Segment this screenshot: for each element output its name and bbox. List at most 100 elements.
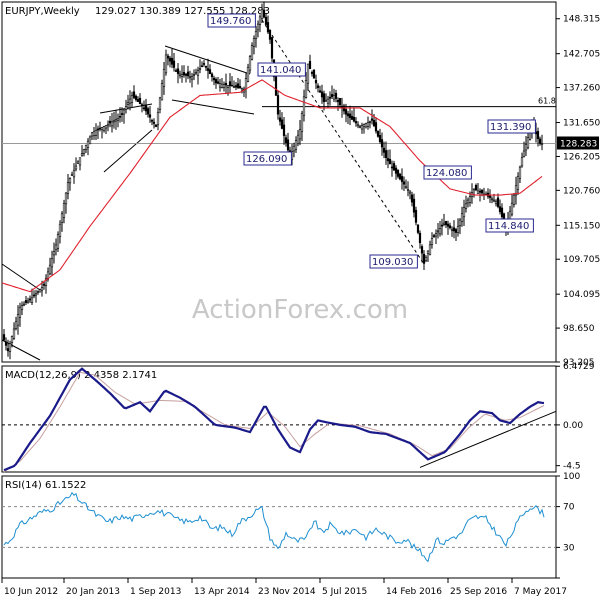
price-label: 109.030 [372, 257, 413, 268]
current-price-tag [557, 136, 599, 150]
candle-body [184, 74, 188, 76]
candle-body [368, 121, 372, 123]
candle-body [90, 132, 94, 137]
candle-body [100, 127, 104, 131]
price-label-box [423, 165, 472, 180]
candle-body [194, 72, 198, 75]
candle-body [190, 76, 194, 80]
candle-body [392, 163, 396, 171]
candle-body [84, 144, 88, 150]
price-label-box [485, 218, 534, 233]
candle-body [118, 115, 122, 118]
candle-body [384, 150, 388, 159]
y-tick-label: 142.705 [563, 50, 600, 60]
candle-body [168, 57, 172, 62]
candle-body [196, 70, 200, 76]
macd-tick-label: 6.4729 [563, 362, 595, 372]
x-tick-label: 13 Apr 2014 [194, 587, 250, 597]
candle-body [104, 125, 108, 129]
candle-body [320, 91, 324, 98]
candle-body [362, 124, 366, 128]
candle-body [342, 105, 346, 112]
candle-body [370, 118, 374, 121]
candle-body [306, 63, 310, 84]
candle-body [258, 16, 262, 25]
candle-body [260, 9, 264, 20]
candle-body [410, 194, 414, 203]
candle-body [234, 85, 238, 88]
candle-body [334, 92, 338, 99]
candle-body [244, 78, 248, 90]
candle-body [36, 291, 40, 293]
price-layer: 61.8 149.760 141.040 126.090 131.390 124.080 1… [1, 1, 556, 361]
candle-body [540, 143, 544, 145]
candle-body [298, 129, 302, 140]
candle-body [66, 182, 70, 194]
candle-body [464, 203, 468, 209]
candle-body [422, 253, 426, 264]
channel-line [171, 99, 255, 115]
candle-body [430, 238, 434, 245]
macd-panel [1, 365, 557, 473]
x-tick-label: 23 Nov 2014 [258, 587, 316, 597]
price-label-box [369, 254, 418, 269]
candle-body [146, 108, 150, 115]
watermark: ActionForex.com [192, 295, 408, 325]
candle-body [224, 82, 228, 86]
candle-body [336, 100, 340, 102]
candle-body [454, 229, 458, 233]
candle-body [22, 303, 26, 306]
candle-body [310, 72, 314, 74]
candle-body [456, 225, 460, 233]
trend-projection [261, 19, 425, 265]
candle-body [134, 95, 138, 100]
candle-body [536, 131, 540, 139]
candle-body [522, 150, 526, 157]
candle-body [450, 229, 454, 231]
candle-body [476, 190, 480, 194]
y-tick-label: 137.260 [563, 84, 600, 94]
candle-body [122, 109, 126, 115]
candle-body [446, 223, 450, 227]
candle-body [512, 194, 516, 205]
candle-body [280, 119, 284, 129]
price-label-box [243, 151, 292, 166]
candle-body [200, 65, 204, 68]
candle-body [302, 96, 306, 116]
candle-body [60, 213, 64, 223]
x-tick-label: 1 Sep 2013 [130, 587, 181, 597]
candle-body [448, 225, 452, 229]
y-tick-label: 126.205 [563, 152, 600, 162]
macd-label: MACD(12,26,9) 2.4358 2.1741 [5, 370, 157, 381]
rsi-tick-label: 100 [563, 472, 580, 482]
candle-body [142, 107, 146, 110]
candle-body [96, 128, 100, 131]
candle-body [176, 68, 180, 74]
candle-body [106, 123, 110, 127]
candle-body [500, 207, 504, 218]
y-tick-label: 131.650 [563, 119, 600, 129]
candle-body [314, 79, 318, 84]
candle-body [292, 145, 296, 152]
candle-body [186, 71, 190, 77]
candle-body [404, 186, 408, 189]
candle-body [226, 85, 230, 88]
candle-body [232, 86, 236, 88]
candle-body [94, 130, 98, 136]
candle-body [428, 244, 432, 255]
candle-body [136, 99, 140, 102]
candle-body [26, 300, 30, 303]
price-panel [1, 1, 557, 363]
candle-body [452, 227, 456, 232]
candle-body [76, 161, 80, 164]
price-axis: 148.315 142.705 137.260 131.650 126.205 120.7… [556, 15, 600, 368]
candle-body [212, 77, 216, 81]
candle-body [160, 83, 164, 101]
candle-body [356, 124, 360, 127]
candle-body [416, 224, 420, 233]
candle-body [366, 122, 370, 127]
candle-body [420, 246, 424, 254]
candle-body [166, 55, 170, 59]
macd-layer: 6.4729 0.00 -4.5 [2, 362, 595, 473]
